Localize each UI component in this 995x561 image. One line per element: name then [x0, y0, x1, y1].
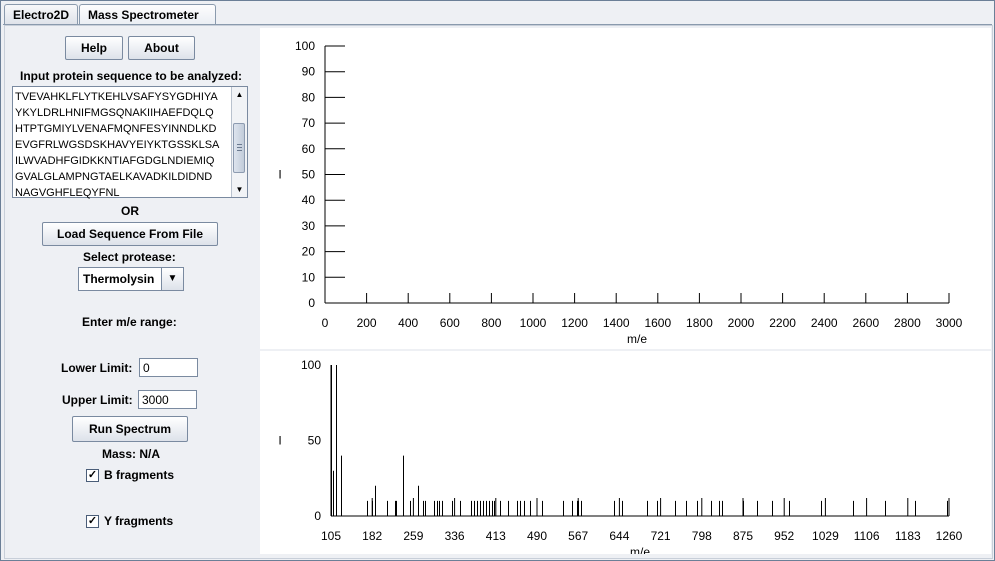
x-tick-label: 721	[651, 529, 671, 543]
sequence-line: HTPTGMIYLVENAFMQNFESYINNDLKD	[15, 123, 217, 135]
run-spectrum-button[interactable]: Run Spectrum	[72, 416, 188, 442]
x-tick-label: 2600	[852, 316, 879, 330]
protease-select[interactable]: Thermolysin ▼	[78, 267, 184, 291]
x-tick-label: 2000	[728, 316, 755, 330]
x-tick-label: 952	[774, 529, 794, 543]
y-tick-label: 70	[302, 116, 316, 130]
x-tick-label: 1029	[812, 529, 839, 543]
x-tick-label: 0	[322, 316, 329, 330]
mass-spectrometer-panel: Help About Input protein sequence to be …	[4, 25, 993, 559]
x-tick-label: 798	[692, 529, 712, 543]
upper-limit-label: Upper Limit:	[62, 393, 133, 407]
scroll-thumb[interactable]	[233, 123, 245, 173]
x-tick-label: 400	[398, 316, 418, 330]
lower-limit-label: Lower Limit:	[61, 361, 133, 375]
upper-limit-input[interactable]	[138, 390, 197, 409]
sequence-scrollbar[interactable]: ▲ ▼	[231, 87, 247, 197]
sequence-text: TVEVAHKLFLYTKEHLVSAFYSYGDHIYA YKYLDRLHNI…	[15, 89, 229, 201]
sequence-prompt-label: Input protein sequence to be analyzed:	[20, 69, 243, 83]
b-fragments-checkbox[interactable]: ✓	[86, 469, 99, 482]
y-tick-label: 100	[295, 39, 315, 53]
x-tick-label: 2800	[894, 316, 921, 330]
mass-readout: Mass: N/A	[102, 447, 161, 461]
x-tick-label: 1600	[644, 316, 671, 330]
y-tick-label: 20	[302, 245, 316, 259]
x-tick-label: 490	[527, 529, 547, 543]
x-axis-label: m/e	[630, 545, 650, 554]
sequence-line: GVALGLAMPNGTAELKAVADKILDIDND	[15, 171, 213, 183]
b-fragments-label: B fragments	[104, 468, 175, 482]
tab-mass-spectrometer[interactable]: Mass Spectrometer	[79, 4, 216, 26]
x-tick-label: 182	[362, 529, 382, 543]
load-sequence-button[interactable]: Load Sequence From File	[42, 222, 218, 246]
x-tick-label: 2200	[769, 316, 796, 330]
x-tick-label: 1183	[895, 529, 921, 543]
grip-line	[237, 150, 242, 151]
x-tick-label: 567	[568, 529, 588, 543]
x-tick-label: 413	[486, 529, 506, 543]
tab-strip: Electro2D Mass Spectrometer	[3, 4, 993, 26]
chart-area: 0 200 400 600 800 1000 1200 1400 1600 1800 2000 220…	[260, 28, 991, 554]
x-tick-label: 1000	[520, 316, 547, 330]
x-tick-label: 1800	[686, 316, 713, 330]
scroll-up-arrow-icon[interactable]: ▲	[235, 90, 244, 99]
tab-electro2d[interactable]: Electro2D	[4, 4, 78, 24]
mz-range-label: Enter m/e range:	[82, 315, 177, 329]
x-tick-label: 200	[357, 316, 377, 330]
x-tick-label: 336	[445, 529, 465, 543]
y-tick-label: 0	[308, 296, 315, 310]
x-tick-label: 105	[321, 529, 341, 543]
y-tick-label: 50	[308, 434, 322, 448]
dropdown-arrow-icon[interactable]: ▼	[161, 268, 183, 290]
grip-line	[237, 144, 242, 145]
full-spectrum-chart: 0 200 400 600 800 1000 1200 1400 1600 1800 2000 220…	[278, 39, 963, 346]
x-tick-label: 875	[733, 529, 753, 543]
sequence-line: YKYLDRLHNIFMGSQNAKIIHAEFDQLQ	[15, 107, 214, 119]
x-tick-label: 800	[481, 316, 501, 330]
about-button[interactable]: About	[128, 36, 195, 60]
y-tick-label: 80	[302, 90, 316, 104]
lower-limit-input[interactable]	[139, 358, 198, 377]
x-axis-label: m/e	[627, 332, 647, 346]
y-tick-label: 0	[314, 509, 321, 523]
tab-divider	[3, 24, 992, 25]
y-tick-label: 40	[302, 193, 316, 207]
or-label: OR	[121, 204, 139, 218]
scroll-down-arrow-icon[interactable]: ▼	[235, 185, 244, 194]
chart-separator	[260, 349, 991, 351]
y-axis-label: I	[278, 168, 281, 182]
x-tick-label: 600	[440, 316, 460, 330]
sequence-textarea[interactable]: TVEVAHKLFLYTKEHLVSAFYSYGDHIYA YKYLDRLHNI…	[12, 86, 248, 201]
x-tick-label: 3000	[936, 316, 963, 330]
x-tick-label: 1400	[603, 316, 630, 330]
sequence-line: EVGFRLWGSDSKHAVYEIYKTGSSKLSA	[15, 139, 220, 151]
y-fragments-checkbox[interactable]: ✓	[86, 515, 99, 528]
y-tick-label: 30	[302, 219, 316, 233]
y-tick-label: 90	[302, 65, 316, 79]
protease-selected-value: Thermolysin	[83, 272, 155, 286]
y-fragments-label: Y fragments	[104, 514, 174, 528]
sequence-line: ILWVADHFGIDKKNTIAFGDGLNDIEMIQ	[15, 155, 215, 167]
y-tick-label: 10	[302, 270, 316, 284]
fragment-spectrum-chart: 105 182 259 336 413 490 567 644 721 798 875 952 1029…	[278, 358, 963, 554]
select-protease-label: Select protease:	[83, 250, 176, 264]
y-tick-label: 100	[301, 358, 321, 372]
x-tick-label: 1200	[561, 316, 588, 330]
grip-line	[237, 147, 242, 148]
x-tick-label: 1260	[936, 529, 963, 543]
y-tick-label: 60	[302, 142, 316, 156]
help-button[interactable]: Help	[65, 36, 123, 60]
y-tick-label: 50	[302, 168, 316, 182]
x-tick-label: 259	[403, 529, 423, 543]
y-axis-label: I	[278, 434, 281, 448]
sequence-line: NAGVGHFLEQYFNL	[15, 187, 120, 199]
x-tick-label: 644	[609, 529, 629, 543]
sequence-line: TVEVAHKLFLYTKEHLVSAFYSYGDHIYA	[15, 91, 218, 103]
x-tick-label: 1106	[854, 529, 880, 543]
x-tick-label: 2400	[811, 316, 838, 330]
